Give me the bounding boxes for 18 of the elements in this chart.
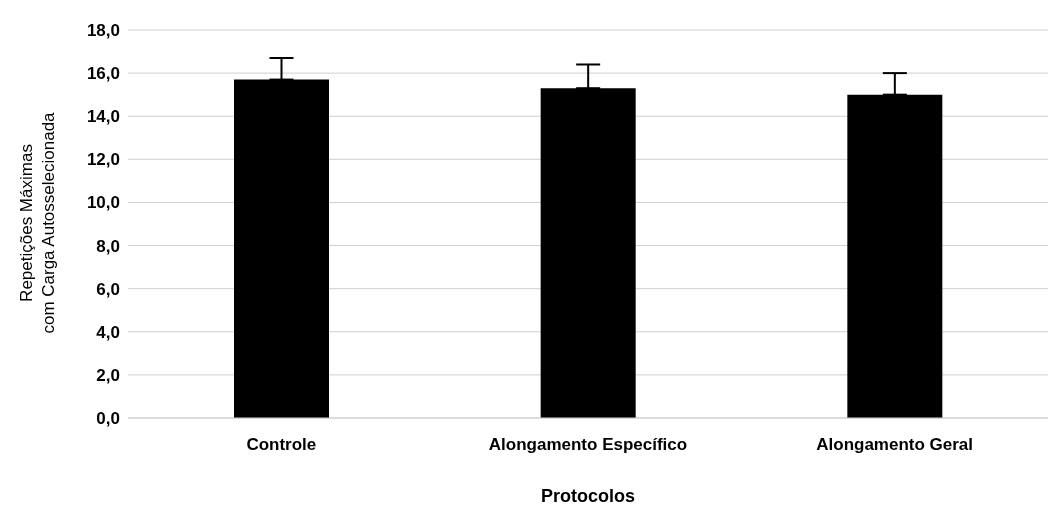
y-tick-label: 12,0	[86, 150, 120, 170]
y-tick-label: 4,0	[96, 322, 120, 342]
bar	[234, 79, 329, 418]
y-tick-label: 18,0	[86, 21, 120, 41]
y-tick-label: 8,0	[96, 236, 120, 256]
x-tick-label: Alongamento Específico	[488, 435, 688, 455]
y-axis-title: Repetições Máximas com Carga Autosselecionada	[16, 112, 59, 334]
y-tick-label: 16,0	[86, 64, 120, 84]
y-tick-label: 0,0	[96, 409, 120, 429]
x-axis-title: Protocolos	[540, 486, 636, 507]
y-tick-label: 14,0	[86, 107, 120, 127]
bar	[847, 94, 943, 418]
y-tick-label: 6,0	[96, 279, 120, 299]
y-tick-label: 10,0	[86, 193, 120, 213]
bar	[540, 88, 636, 418]
y-tick-label: 2,0	[96, 365, 120, 385]
x-tick-label: Alongamento Geral	[816, 435, 974, 455]
x-tick-label: Controle	[246, 435, 317, 455]
